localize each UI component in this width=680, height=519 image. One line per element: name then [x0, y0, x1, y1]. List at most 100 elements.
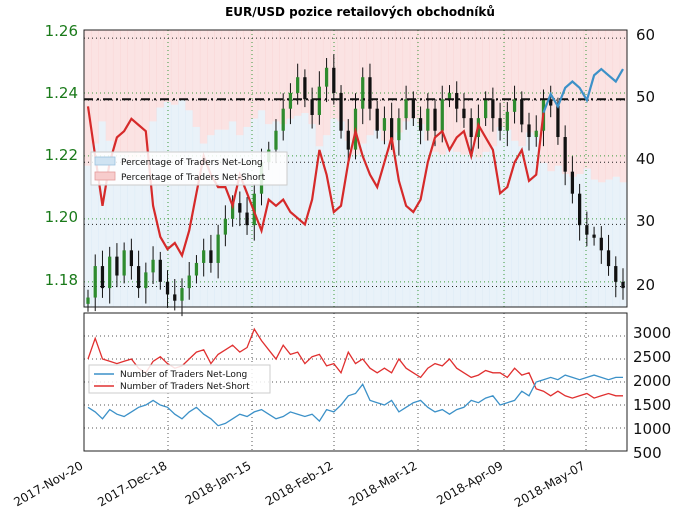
net-short-share-band [105, 30, 114, 141]
net-long-share-band [170, 104, 179, 307]
candle-body [390, 118, 394, 141]
left-tick: 1.24 [45, 84, 78, 102]
candle-body [599, 237, 603, 251]
net-short-share-band [532, 30, 541, 136]
x-tick: 2017-Dec-18 [95, 458, 169, 509]
candle-body [209, 250, 213, 263]
candle-body [317, 86, 321, 115]
right-tick: 30 [636, 212, 655, 230]
net-short-share-band [279, 30, 288, 125]
net-short-share-band [214, 30, 223, 130]
legend-swatch-net-long [94, 156, 116, 166]
candle-body [173, 294, 177, 301]
net-short-share-band [561, 30, 570, 175]
net-long-share-band [525, 132, 534, 307]
net-long-share-band [532, 135, 541, 307]
net-long-share-band [301, 113, 309, 307]
net-long-share-band [91, 143, 99, 307]
candle-body [585, 225, 589, 235]
net-long-share-band [112, 151, 121, 307]
net-long-share-band [511, 140, 519, 307]
net-short-share-band [257, 30, 266, 111]
upper-legend[interactable]: Percentage of Traders Net-Long Percentag… [90, 151, 288, 186]
net-long-share-band [619, 182, 628, 307]
net-short-share-band [308, 30, 317, 125]
net-long-share-band [199, 143, 208, 307]
net-short-share-band [84, 30, 92, 166]
net-short-share-band [373, 30, 382, 130]
net-short-share-band [540, 30, 548, 163]
candle-body [274, 130, 278, 150]
net-long-share-band [178, 99, 186, 307]
left-tick: 1.22 [45, 146, 78, 164]
candle-body [563, 137, 567, 172]
net-long-share-band [207, 135, 215, 307]
lower-tick: 2000 [633, 372, 671, 390]
net-short-share-band [482, 30, 490, 152]
net-long-share-band [120, 154, 128, 307]
right-axis: 60 50 40 30 20 [636, 26, 655, 294]
chart-title: EUR/USD pozice retailových obchodníků [225, 5, 495, 19]
net-short-share-band [185, 30, 194, 111]
net-short-share-band [511, 30, 519, 141]
net-short-share-band [112, 30, 121, 152]
net-long-share-band [322, 135, 331, 307]
net-long-share-band [105, 140, 114, 307]
net-long-share-band [265, 124, 273, 308]
lower-right-axis: 3000 2500 2000 1500 1000 500 [633, 324, 671, 462]
lower-legend[interactable]: Number of Traders Net-Long Number of Tra… [88, 364, 271, 394]
net-long-line [542, 67, 624, 113]
candle-body [296, 77, 300, 93]
left-tick: 1.18 [45, 271, 78, 289]
candle-body [187, 275, 191, 289]
net-long-share-band [460, 154, 469, 307]
candle-body [86, 297, 90, 304]
legend-box [90, 151, 288, 186]
net-short-share-band [431, 30, 440, 152]
right-tick: 40 [636, 150, 655, 168]
x-tick: 2018-Jan-15 [183, 458, 254, 507]
left-axis: 1.26 1.24 1.22 1.20 1.18 [45, 22, 78, 289]
net-long-share-band [388, 151, 396, 307]
lower-panel: 3000 2500 2000 1500 1000 500 Number of T… [83, 312, 671, 462]
net-long-share-band [257, 110, 266, 307]
candle-body [491, 99, 495, 119]
net-long-share-band [272, 121, 280, 307]
net-short-share-band [149, 30, 157, 122]
left-tick: 1.26 [45, 22, 78, 40]
net-short-line [86, 106, 545, 259]
net-short-share-band [337, 30, 346, 122]
lower-plot-frame [83, 312, 628, 452]
candle-body [158, 259, 162, 282]
candle-body [592, 234, 596, 238]
right-tick: 20 [636, 276, 655, 294]
candle-body [332, 67, 336, 93]
net-short-share-band [409, 30, 418, 119]
candle-body [484, 99, 488, 119]
candle-body [375, 108, 379, 131]
net-long-share-band [402, 121, 411, 307]
candle-body [527, 124, 531, 138]
x-axis: 2017-Nov-20 2017-Dec-18 2018-Jan-15 2018… [11, 458, 587, 510]
x-tick: 2018-May-07 [512, 458, 587, 510]
candle-body [404, 99, 408, 119]
net-short-share-band [236, 30, 244, 136]
x-tick: 2018-Mar-12 [346, 458, 419, 508]
legend-swatch-net-short [94, 171, 116, 181]
net-short-share-band [351, 30, 360, 155]
net-short-share-band [417, 30, 425, 125]
net-long-share-band [308, 124, 317, 308]
net-long-share-band [185, 110, 194, 307]
net-long-share-band [446, 146, 454, 307]
legend-label-net-long: Percentage of Traders Net-Long [121, 158, 263, 168]
net-long-share-band [518, 146, 527, 307]
candle-body [411, 99, 415, 119]
net-long-share-band [149, 121, 157, 307]
candle-body [469, 118, 473, 138]
net-long-share-band [127, 160, 136, 307]
candle-body [238, 203, 242, 213]
candle-body [194, 262, 199, 276]
candle-body [621, 281, 625, 289]
net-short-share-band [243, 30, 252, 127]
